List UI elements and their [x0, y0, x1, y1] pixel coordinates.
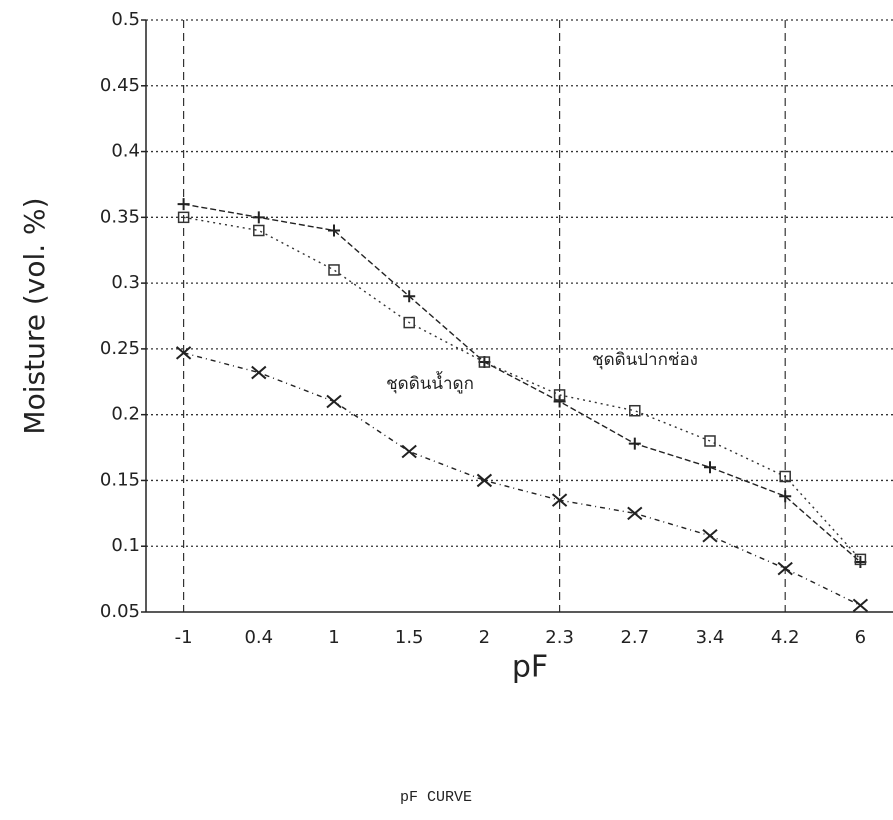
marker [478, 356, 491, 368]
marker [401, 444, 417, 459]
marker [476, 473, 493, 488]
series-line [183, 352, 861, 607]
x-tick-label: 1 [328, 627, 339, 648]
marker [704, 435, 716, 447]
x-tick-label: 0.4 [244, 627, 273, 648]
marker [854, 553, 867, 566]
marker [175, 346, 192, 360]
marker [629, 404, 641, 417]
marker [553, 395, 566, 408]
x-tick-label: -1 [175, 627, 193, 648]
x-tick-label: 2.3 [545, 627, 574, 648]
x-tick-label: 2 [479, 627, 490, 648]
x-tick-label: 3.4 [696, 627, 725, 648]
y-axis-label: Moisture (vol. %) [18, 197, 51, 434]
y-tick-label: 0.15 [100, 469, 140, 490]
x-tick-label: 4.2 [771, 627, 800, 648]
marker [251, 365, 267, 380]
marker [628, 437, 641, 450]
marker [177, 198, 190, 211]
marker [704, 461, 716, 474]
marker [328, 264, 340, 276]
marker [702, 528, 718, 543]
series-line [183, 216, 861, 560]
marker [403, 316, 415, 329]
marker [403, 290, 416, 303]
x-axis-label: pF [512, 650, 548, 685]
marker [177, 211, 190, 224]
y-tick-label: 0.3 [111, 272, 140, 293]
marker [777, 561, 793, 576]
marker [551, 493, 568, 507]
caption: pF CURVE [400, 789, 472, 806]
series-line [183, 203, 861, 563]
y-tick-label: 0.2 [111, 404, 140, 425]
x-tick-label: 6 [855, 627, 866, 648]
marker [326, 394, 342, 409]
y-tick-label: 0.5 [111, 9, 140, 30]
y-tick-label: 0.1 [111, 535, 140, 556]
marker [328, 224, 340, 237]
y-tick-label: 0.25 [100, 338, 140, 359]
y-tick-label: 0.45 [100, 75, 140, 96]
marker [854, 556, 867, 569]
marker [553, 389, 566, 401]
x-tick-label: 1.5 [395, 627, 424, 648]
y-tick-label: 0.35 [100, 206, 140, 227]
series-label: ชุดดินปากช่อง [592, 350, 698, 370]
marker [252, 211, 265, 224]
marker [627, 506, 643, 521]
y-tick-label: 0.05 [100, 601, 140, 622]
marker [852, 598, 869, 613]
marker [779, 470, 791, 483]
marker [779, 490, 792, 503]
series-label: ชุดดินน้ำดูก [386, 371, 474, 394]
marker [253, 224, 265, 237]
x-tick-label: 2.7 [620, 627, 649, 648]
y-tick-label: 0.4 [111, 141, 140, 162]
